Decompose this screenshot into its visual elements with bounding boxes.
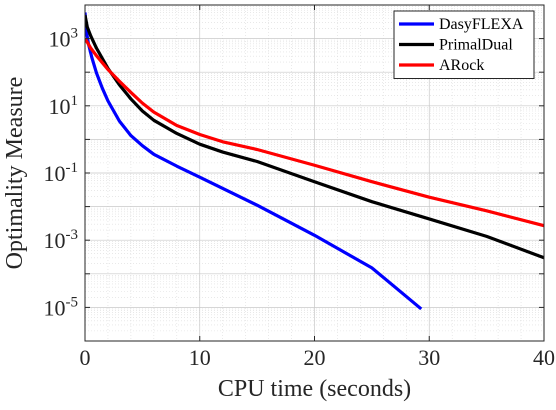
x-axis-label: CPU time (seconds) [218, 376, 411, 402]
ticks [84, 4, 545, 342]
x-tick-label: 30 [418, 345, 440, 370]
x-tick-label: 10 [189, 345, 211, 370]
legend-label: DasyFLEXA [439, 16, 524, 33]
y-tick-label: 10-5 [44, 294, 79, 320]
x-tick-label: 40 [533, 345, 555, 370]
y-tick-label: 10-3 [44, 227, 79, 253]
legend: DasyFLEXA PrimalDual ARock [393, 10, 535, 79]
y-tick-label: 103 [49, 26, 79, 52]
series-line-primaldual [85, 14, 544, 260]
x-tick-label: 0 [80, 345, 91, 370]
y-tick-label: 10-1 [44, 160, 79, 186]
series-line-arock [85, 37, 544, 228]
x-tick-labels: 0 10 20 30 40 [80, 345, 556, 370]
series-line-dasyflexa [85, 12, 423, 311]
legend-label: ARock [439, 57, 484, 74]
y-axis-label: Optimality Measure [2, 77, 28, 270]
x-tick-label: 20 [304, 345, 326, 370]
plot-series [85, 12, 544, 311]
y-tick-label: 101 [49, 93, 79, 119]
legend-label: PrimalDual [439, 37, 513, 54]
y-tick-labels: 103 101 10-1 10-3 10-5 [44, 26, 79, 321]
